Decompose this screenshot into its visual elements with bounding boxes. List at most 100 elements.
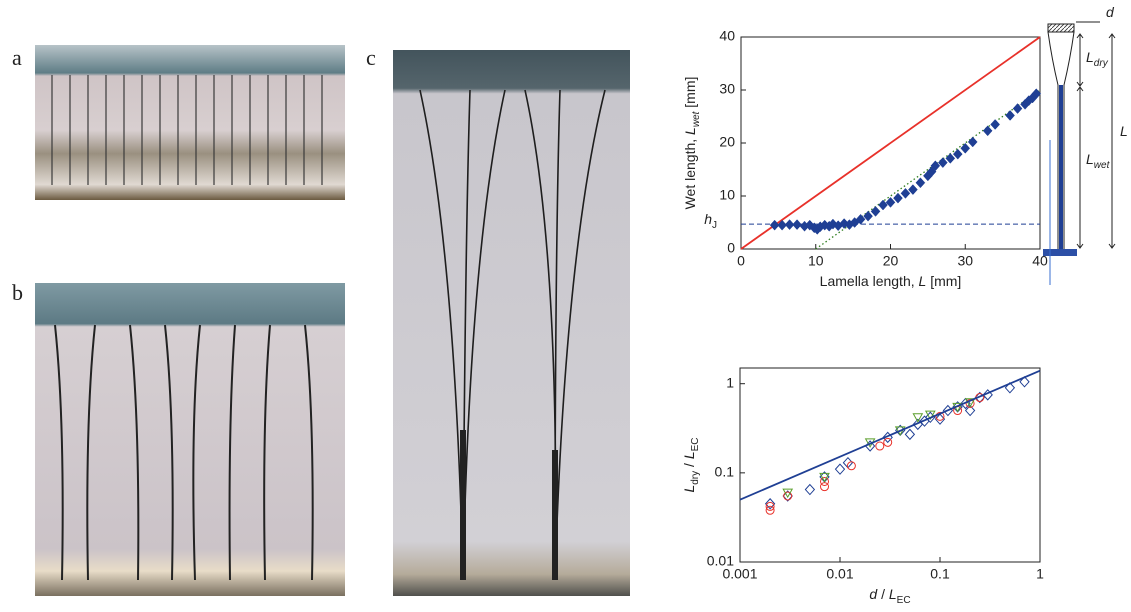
x-tick-label: 10 [808,253,824,269]
point [930,160,941,172]
point [820,482,830,492]
point [764,498,776,510]
point [784,219,795,230]
label-part: L [682,127,698,135]
x-tick-label: 0 [737,253,745,269]
point [1019,376,1030,388]
point [908,184,918,196]
point [765,505,775,515]
label-part: J [712,220,717,231]
point [885,196,896,208]
label-part: / [877,586,889,602]
label-part: L [1120,123,1128,139]
y-tick-label: 0.01 [707,553,734,569]
point [1004,382,1016,394]
point [982,389,993,401]
point [863,210,873,222]
point [990,119,1000,130]
point [912,413,924,423]
label-part: L [1086,151,1094,167]
plot-frame [739,367,1041,563]
point [964,404,976,417]
panel-label: a [12,45,22,70]
label-part: d [1106,4,1115,20]
label-part: [mm] [682,77,698,112]
label-part: L [681,451,697,459]
label-part: dry [1094,58,1109,69]
point [828,218,838,230]
y-tick-label: 30 [719,81,735,97]
point [883,437,893,447]
line [739,369,1041,501]
y-tick-label: 10 [719,187,735,203]
point [893,192,903,204]
point [982,125,993,137]
y-axis-label: Ldry / LEC [681,437,701,492]
point [964,398,976,408]
line [740,36,1041,250]
point [960,142,971,154]
label-part: wet [1094,160,1111,171]
panel-label: c [366,45,376,70]
point [904,428,916,441]
panel-label: b [12,280,23,305]
label-part: Wet length, [682,135,698,209]
label-part: h [704,211,712,227]
line [815,89,1041,250]
point [782,490,793,502]
point [924,410,936,421]
point [1005,110,1015,121]
label-part: L [889,586,897,602]
x-tick-label: 1 [1036,566,1044,582]
point [875,441,885,451]
schematic-label: Lwet [1086,151,1111,171]
label-part: L [919,273,927,289]
point [934,413,946,425]
point [804,483,816,496]
point [834,463,846,475]
y-tick-label: 1 [726,374,734,390]
point [765,501,775,511]
point [937,157,948,168]
x-tick-label: 0.001 [722,566,757,582]
point [915,177,926,189]
photo-a [35,45,345,200]
x-axis-label: Lamella length, L [mm] [820,273,962,289]
schematic [1043,21,1116,285]
label-part: L [681,485,697,493]
point [952,148,963,160]
x-axis-label: d / LEC [869,586,910,606]
label-part: d [869,586,878,602]
schematic-label: Ldry [1086,49,1109,69]
point [777,219,787,231]
point [842,456,854,469]
reference-label: hJ [704,211,717,231]
point [1012,103,1023,114]
x-tick-label: 30 [957,253,973,269]
x-tick-label: 0.1 [930,566,950,582]
point [782,488,794,499]
point [870,205,881,217]
point [783,491,793,501]
label-part: wet [691,110,702,127]
label-part: [mm] [926,273,961,289]
point [769,219,780,231]
point [878,199,888,211]
label-part: Lamella length, [820,273,919,289]
y-axis-label: Wet length, Lwet [mm] [682,77,702,210]
schematic-label: d [1106,4,1115,20]
y-tick-label: 20 [719,134,735,150]
point [945,152,956,164]
x-tick-label: 40 [1032,253,1048,269]
point [1031,88,1042,100]
point [855,213,866,225]
label-part: L [1086,49,1094,65]
label-part: dry [690,471,701,485]
y-tick-label: 40 [719,28,735,44]
x-tick-label: 20 [883,253,899,269]
photo-c [393,50,630,596]
y-tick-label: 0.1 [715,464,735,480]
x-tick-label: 0.01 [826,566,853,582]
label-part: EC [690,437,701,451]
point [967,136,978,148]
